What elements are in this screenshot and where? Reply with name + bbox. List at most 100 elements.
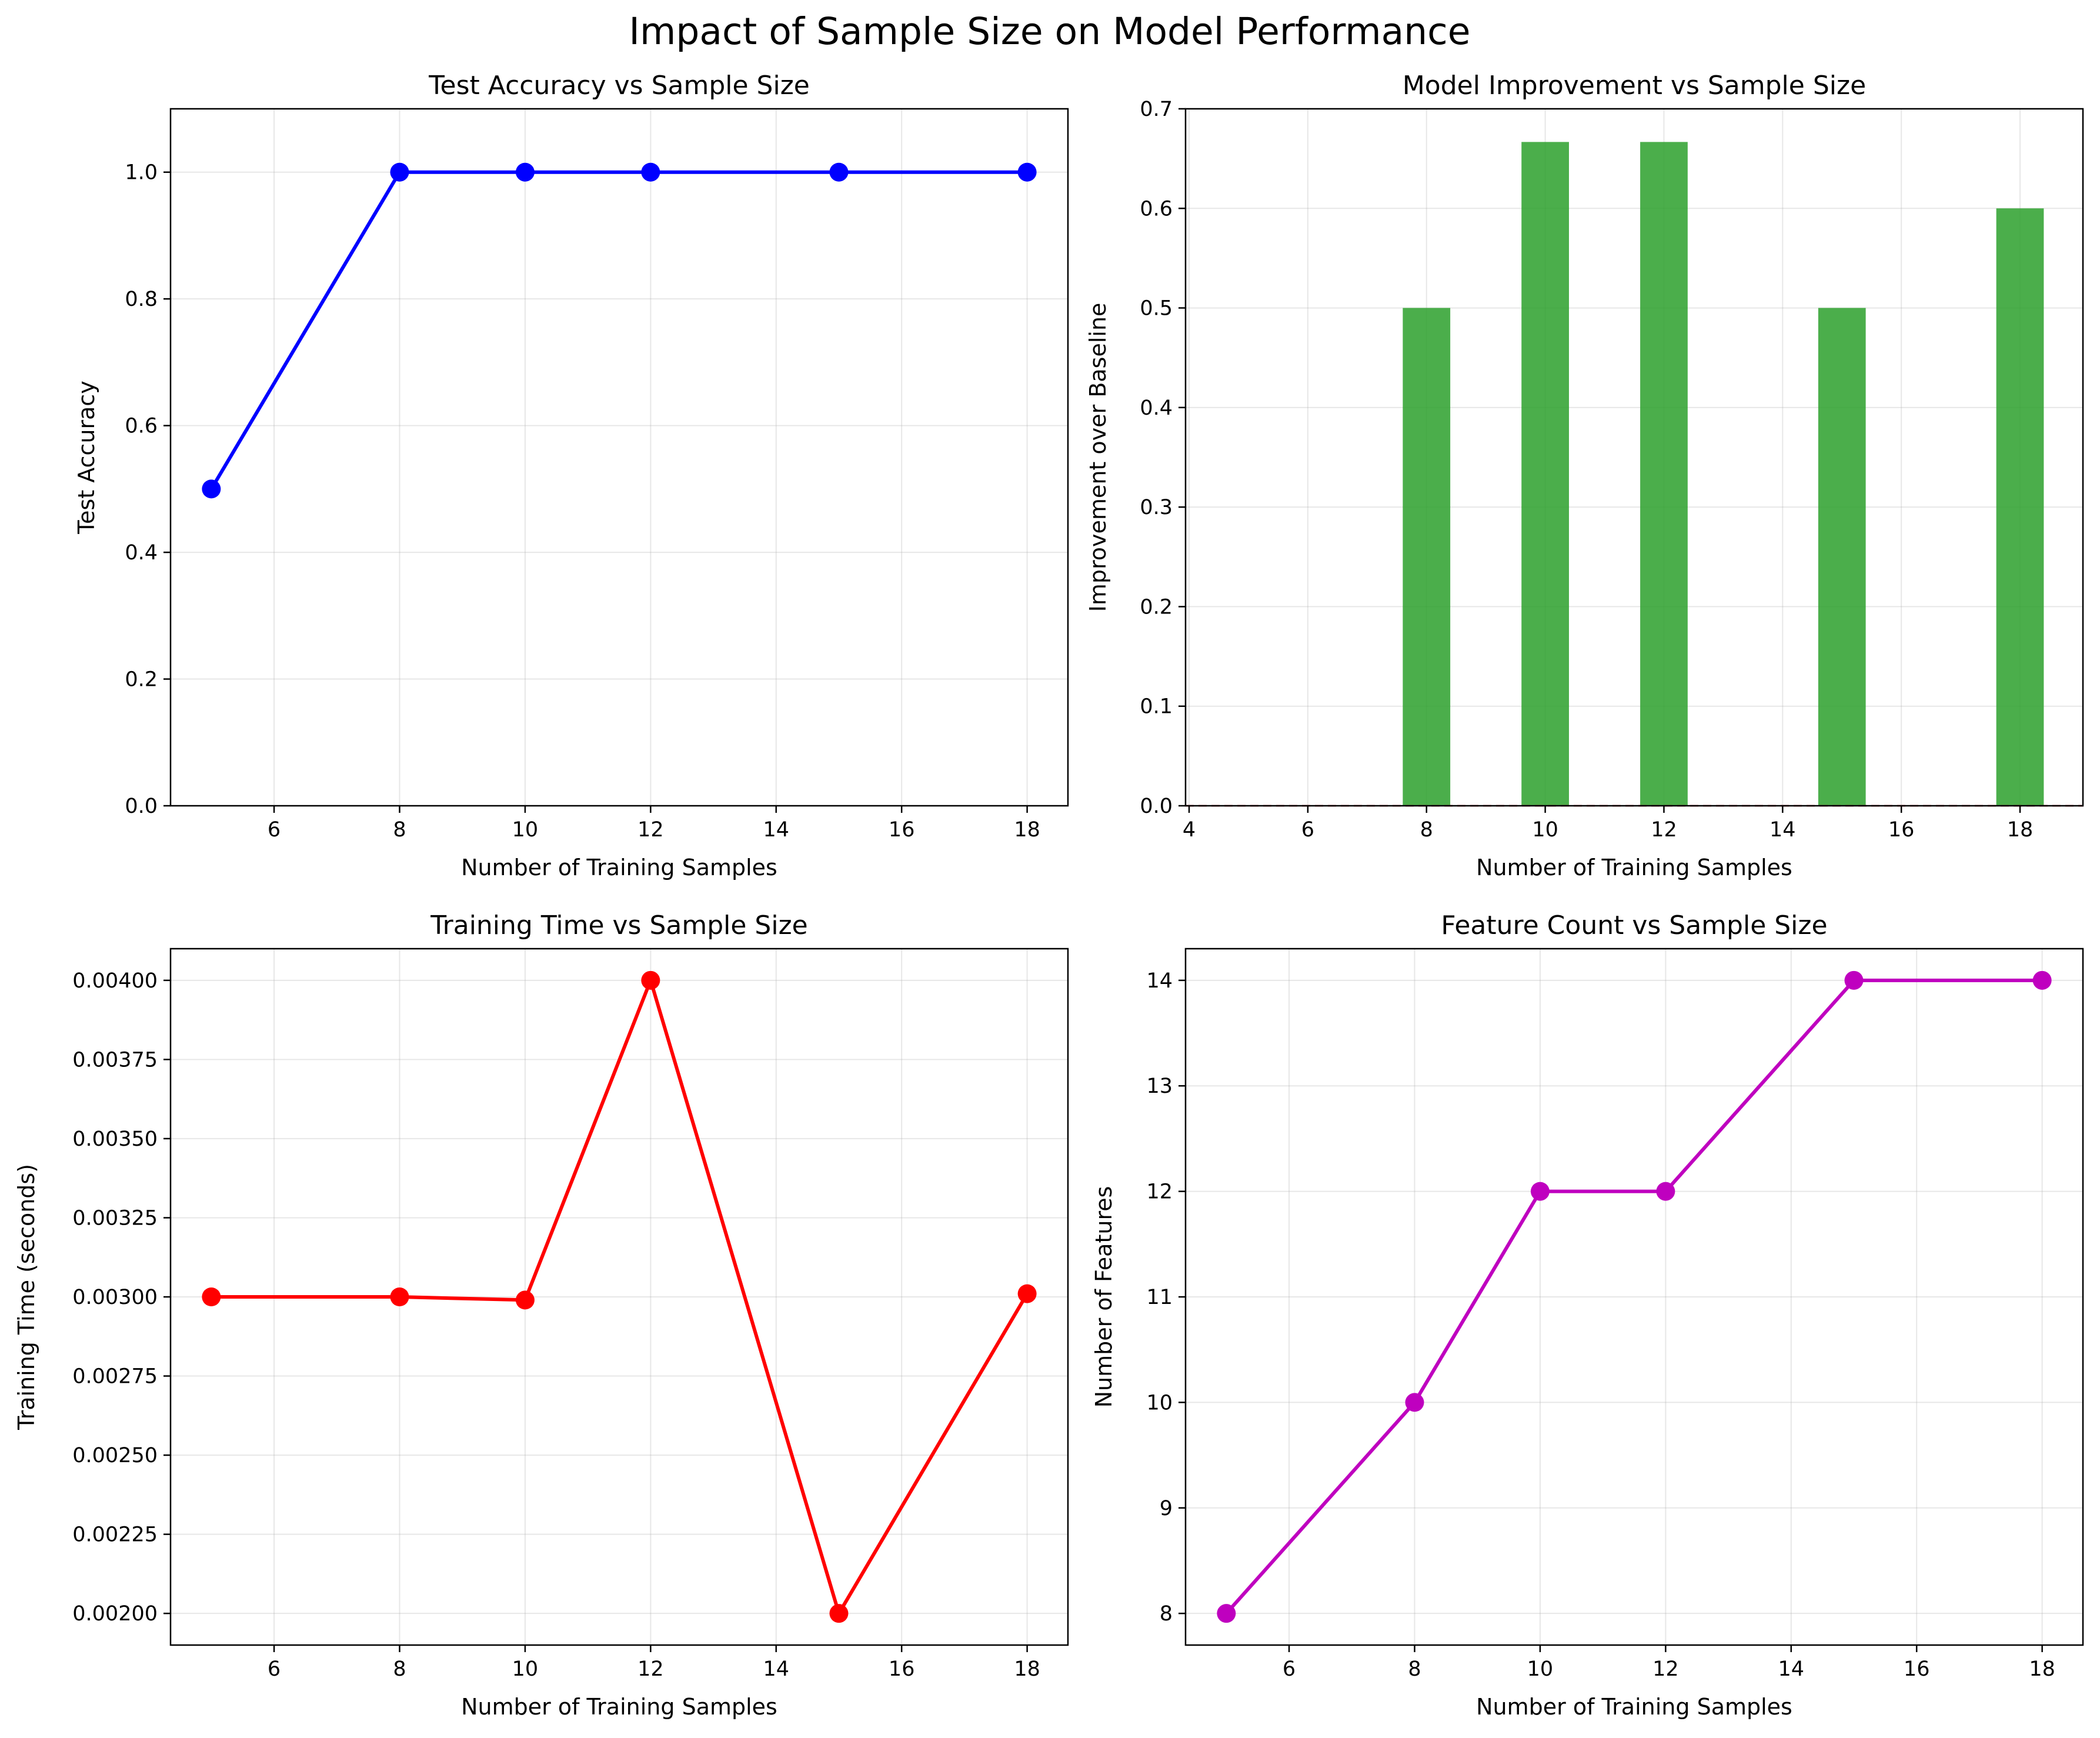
x-tick-label: 8 bbox=[1408, 1657, 1421, 1681]
x-tick-label: 12 bbox=[1652, 1657, 1679, 1681]
x-tick-label: 12 bbox=[1651, 818, 1677, 842]
x-tick-label: 14 bbox=[1778, 1657, 1805, 1681]
x-tick-label: 10 bbox=[1532, 818, 1558, 842]
x-tick-label: 12 bbox=[637, 1657, 664, 1681]
x-tick-label: 10 bbox=[1527, 1657, 1554, 1681]
x-tick-label: 8 bbox=[393, 1657, 406, 1681]
chart-panels: 6 8 10 12 14 16 18 0.0 0.2 0.4 0.6 0.8 1.0 Test Accur… bbox=[14, 71, 2084, 1720]
data-point-12 bbox=[1656, 1182, 1675, 1201]
data-point-18 bbox=[1017, 1284, 1037, 1303]
y-tick-label: 9 bbox=[1160, 1497, 1173, 1520]
x-tick-label: 18 bbox=[2029, 1657, 2055, 1681]
data-point-8 bbox=[390, 1287, 409, 1306]
panel-feature-count: 6 8 10 12 14 16 18 8 9 10 11 12 13 14 Feature Count vs… bbox=[1091, 910, 2084, 1720]
x-tick-label: 16 bbox=[1904, 1657, 1930, 1681]
axes-frame bbox=[1184, 108, 2084, 807]
y-tick-label: 0.00350 bbox=[72, 1127, 158, 1151]
data-point-12 bbox=[641, 162, 660, 182]
data-point-10 bbox=[1530, 1182, 1550, 1201]
x-tick-label: 14 bbox=[763, 818, 790, 842]
data-point-18 bbox=[2032, 970, 2052, 990]
x-tick-label: 6 bbox=[268, 1657, 281, 1681]
y-tick-label: 0.6 bbox=[125, 415, 158, 438]
series-line bbox=[211, 978, 1029, 1616]
y-tick-label: 1.0 bbox=[125, 161, 158, 185]
x-tick-label: 14 bbox=[763, 1657, 790, 1681]
x-axis-label: Number of Training Samples bbox=[1476, 855, 1792, 880]
x-tick-label: 16 bbox=[889, 1657, 915, 1681]
panel-title: Feature Count vs Sample Size bbox=[1441, 910, 1827, 940]
y-tick-label: 10 bbox=[1146, 1391, 1173, 1415]
x-tick-label: 14 bbox=[1770, 818, 1796, 842]
y-tick-label: 8 bbox=[1160, 1602, 1173, 1626]
x-tick-label: 6 bbox=[1301, 818, 1314, 842]
y-tick-label: 0.00200 bbox=[72, 1602, 158, 1626]
y-tick-label: 0.8 bbox=[125, 288, 158, 311]
data-point-5 bbox=[1217, 1604, 1236, 1623]
y-tick-label: 0.4 bbox=[125, 541, 158, 565]
y-tick-label: 12 bbox=[1146, 1180, 1173, 1204]
x-axis-label: Number of Training Samples bbox=[1476, 1694, 1792, 1720]
axes-frame bbox=[169, 108, 1069, 807]
y-tick-label: 0.00250 bbox=[72, 1444, 158, 1467]
series-line bbox=[1225, 978, 2042, 1615]
y-tick-label: 14 bbox=[1146, 969, 1173, 993]
y-tick-label: 13 bbox=[1146, 1075, 1173, 1098]
x-tick-label: 18 bbox=[1014, 818, 1040, 842]
panel-title: Test Accuracy vs Sample Size bbox=[428, 71, 810, 101]
x-tick-label: 16 bbox=[889, 818, 915, 842]
panel-accuracy: 6 8 10 12 14 16 18 0.0 0.2 0.4 0.6 0.8 1.0 Test Accur… bbox=[74, 71, 1069, 880]
x-axis-label: Number of Training Samples bbox=[461, 855, 777, 880]
panel-training-time: 6 8 10 12 14 16 18 0.00200 0.00225 0.00250 0.00275… bbox=[14, 910, 1069, 1720]
y-tick-label: 0.2 bbox=[125, 668, 158, 692]
y-axis-label: Training Time (seconds) bbox=[14, 1164, 39, 1430]
x-tick-label: 18 bbox=[2007, 818, 2034, 842]
data-point-15 bbox=[829, 162, 849, 182]
y-tick-label: 0.00275 bbox=[72, 1365, 158, 1389]
y-tick-label: 0.6 bbox=[1140, 197, 1173, 221]
series-line bbox=[209, 170, 1027, 490]
bar-12 bbox=[1640, 142, 1688, 806]
y-tick-label: 0.3 bbox=[1140, 496, 1173, 519]
x-tick-label: 6 bbox=[268, 818, 281, 842]
y-axis-label: Test Accuracy bbox=[74, 381, 99, 534]
y-tick-label: 0.1 bbox=[1140, 695, 1173, 719]
x-tick-label: 4 bbox=[1183, 818, 1196, 842]
bar-15 bbox=[1818, 308, 1866, 806]
bar-18 bbox=[1996, 208, 2044, 806]
panel-title: Training Time vs Sample Size bbox=[430, 910, 808, 940]
y-tick-label: 0.7 bbox=[1140, 98, 1173, 121]
x-axis-label: Number of Training Samples bbox=[461, 1694, 777, 1720]
data-point-10 bbox=[515, 162, 535, 182]
y-tick-label: 0.4 bbox=[1140, 396, 1173, 420]
data-point-5 bbox=[202, 1287, 221, 1306]
panel-title: Model Improvement vs Sample Size bbox=[1403, 71, 1866, 101]
y-tick-label: 0.00300 bbox=[72, 1286, 158, 1309]
data-point-18 bbox=[1017, 162, 1037, 182]
x-tick-label: 6 bbox=[1283, 1657, 1296, 1681]
y-axis-label: Number of Features bbox=[1091, 1186, 1117, 1408]
figure-suptitle: Impact of Sample Size on Model Performan… bbox=[629, 10, 1470, 53]
y-tick-label: 0.00400 bbox=[72, 969, 158, 993]
data-point-8 bbox=[390, 162, 409, 182]
data-point-12 bbox=[641, 970, 660, 990]
y-tick-label: 0.0 bbox=[125, 795, 158, 818]
x-tick-label: 12 bbox=[637, 818, 664, 842]
bar-10 bbox=[1521, 142, 1569, 806]
x-tick-label: 16 bbox=[1888, 818, 1915, 842]
y-axis-label: Improvement over Baseline bbox=[1085, 303, 1111, 612]
x-tick-label: 10 bbox=[512, 1657, 539, 1681]
y-tick-label: 11 bbox=[1146, 1286, 1173, 1309]
x-tick-label: 8 bbox=[393, 818, 406, 842]
x-tick-label: 8 bbox=[1420, 818, 1433, 842]
data-point-15 bbox=[829, 1604, 849, 1623]
data-point-15 bbox=[1844, 970, 1864, 990]
y-tick-label: 0.00375 bbox=[72, 1048, 158, 1072]
data-point-8 bbox=[1405, 1393, 1424, 1412]
y-tick-label: 0.0 bbox=[1140, 795, 1173, 818]
y-tick-label: 0.00225 bbox=[72, 1523, 158, 1547]
y-tick-label: 0.00325 bbox=[72, 1206, 158, 1230]
y-tick-label: 0.2 bbox=[1140, 595, 1173, 619]
panel-improvement: 4 6 8 10 12 14 16 18 0.0 0.1 0.2 0.3 0.4 0.5 0.6 0.7 Mod… bbox=[1085, 71, 2084, 880]
y-tick-label: 0.5 bbox=[1140, 297, 1173, 321]
